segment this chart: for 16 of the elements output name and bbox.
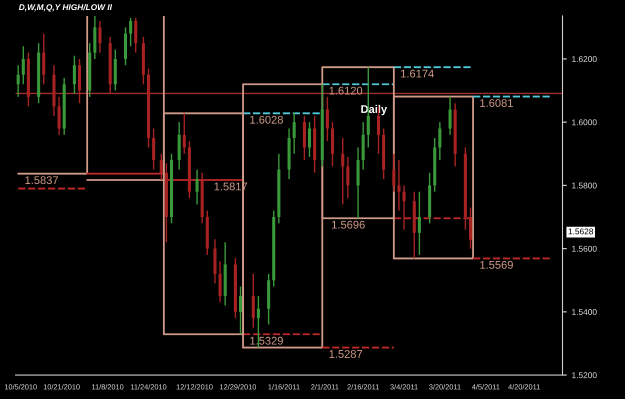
y-tick-label: 1.6200: [572, 56, 597, 62]
annotation: 1.5287: [330, 350, 362, 358]
annotation: 1.5696: [332, 220, 365, 229]
y-tick-label: 1.5400: [572, 309, 597, 315]
text: 1.5628: [568, 228, 594, 234]
annotation: 1.5837: [25, 176, 58, 184]
annotation: 1.6174: [401, 70, 434, 78]
annotation: 1.6120: [330, 86, 362, 95]
y-tick-label: 1.5800: [572, 182, 597, 188]
y-tick-label: 1.6000: [572, 119, 597, 126]
y-tick-label: 1.5200: [572, 372, 597, 378]
annotation: 1.6028: [250, 116, 283, 124]
chart-title: D,W,M,Q,Y HIGH/LOW II: [18, 4, 112, 12]
annotation: 1.6081: [480, 99, 513, 107]
annotation: 1.5569: [480, 260, 513, 269]
y-tick-label: 1.5600: [572, 246, 597, 252]
